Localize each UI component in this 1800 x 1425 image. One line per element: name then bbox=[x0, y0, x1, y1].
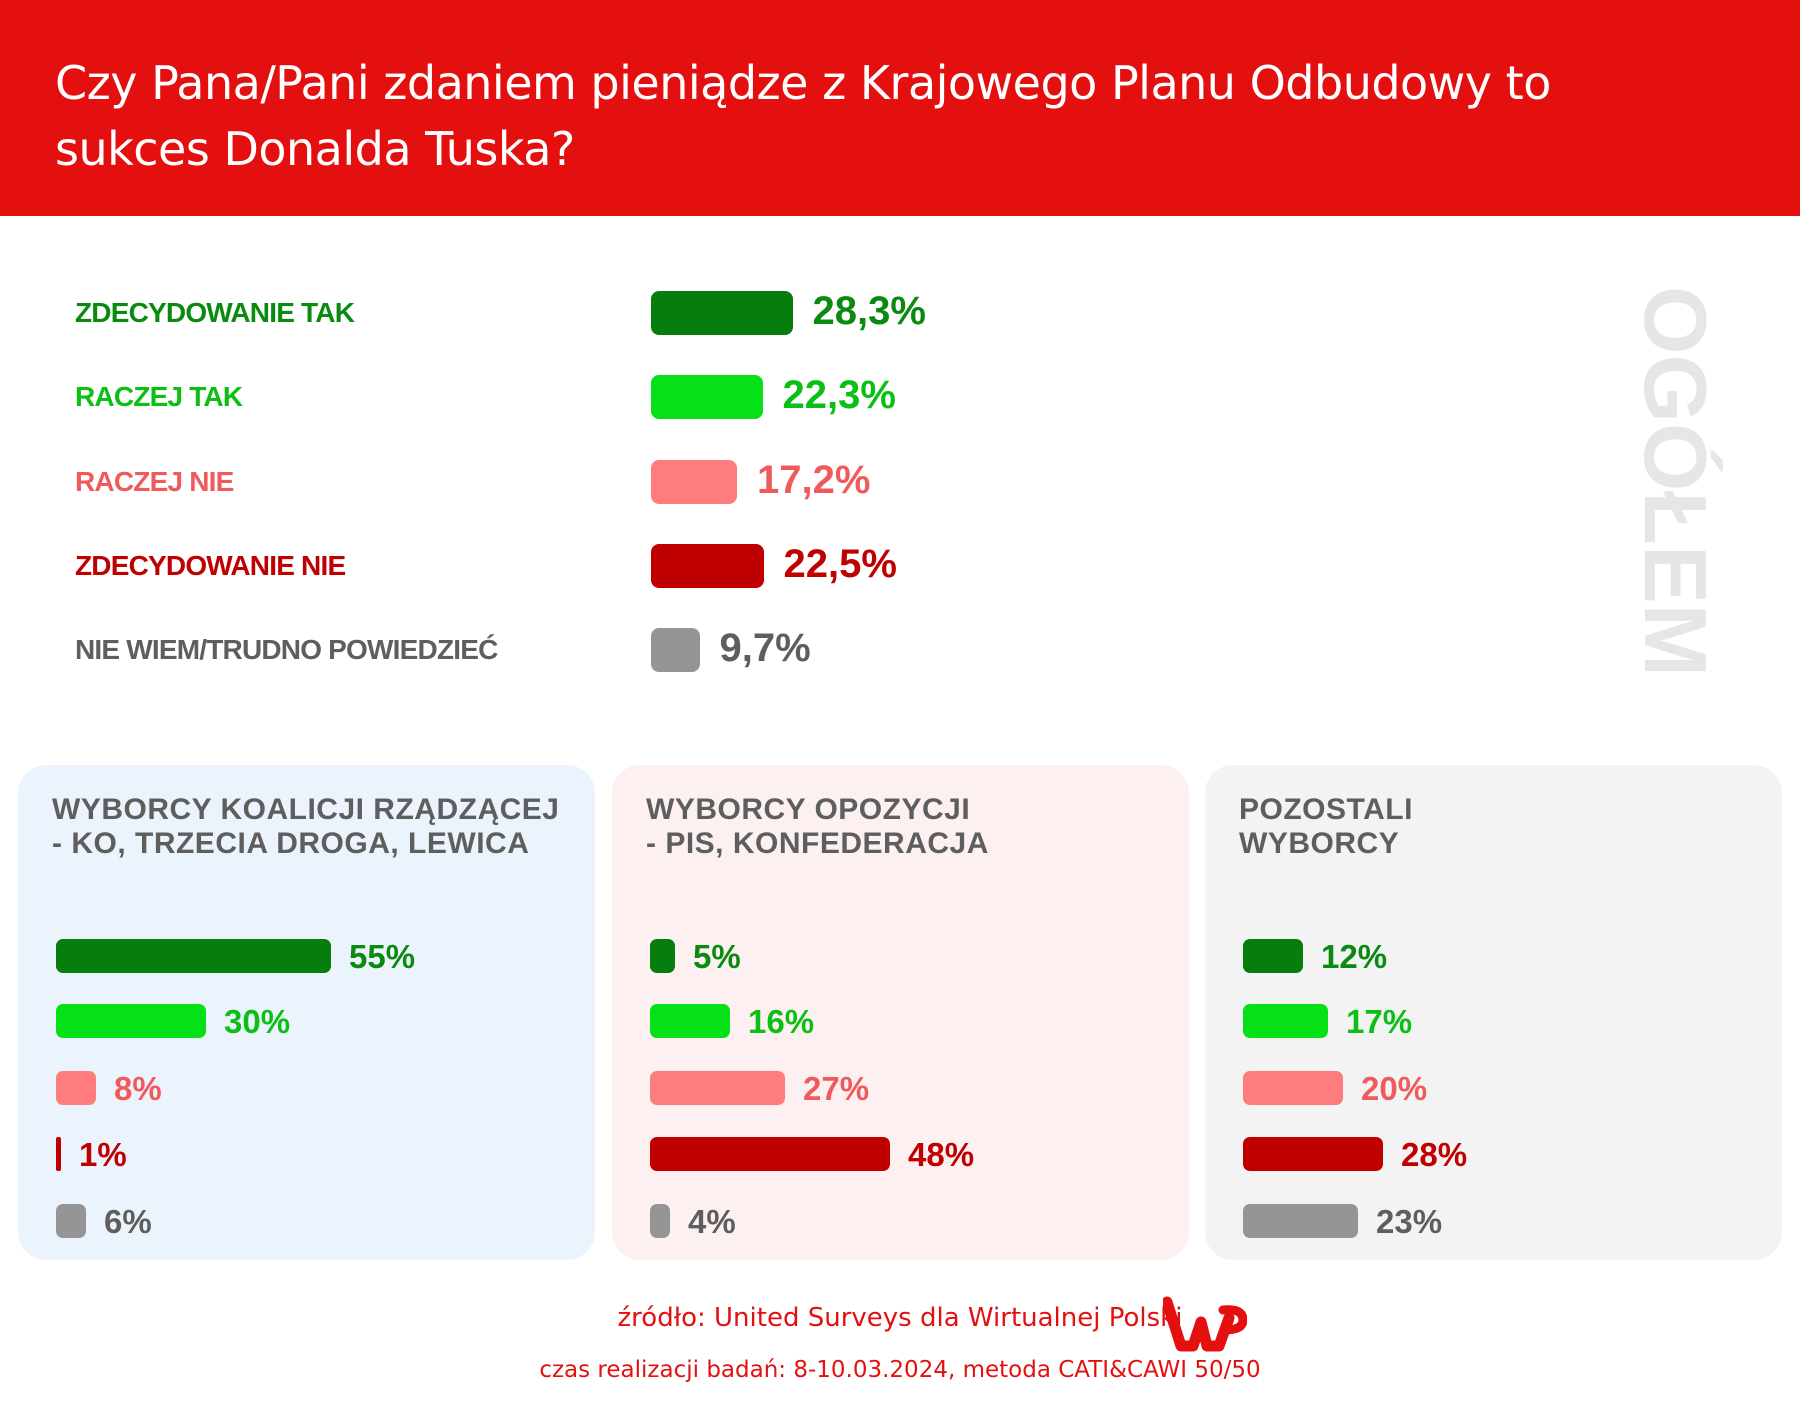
panel-bar bbox=[56, 1204, 86, 1238]
panel-bar bbox=[1243, 1071, 1343, 1105]
panel-title-line: WYBORCY bbox=[1239, 827, 1400, 860]
panel-bar bbox=[1243, 939, 1303, 973]
panel-row: 1% bbox=[18, 1134, 595, 1174]
overall-row: NIE WIEM/TRUDNO POWIEDZIEĆ 9,7% bbox=[0, 620, 1400, 680]
panel-value-label: 16% bbox=[748, 1003, 815, 1040]
category-label: RACZEJ NIE bbox=[75, 466, 234, 497]
panel-bar bbox=[650, 1137, 890, 1171]
panel-bar bbox=[1243, 1004, 1328, 1038]
wp-logo bbox=[1163, 1296, 1247, 1352]
overall-bar bbox=[651, 375, 763, 419]
panel-value-label: 6% bbox=[104, 1203, 152, 1240]
overall-row: ZDECYDOWANIE TAK 28,3% bbox=[0, 283, 1400, 343]
source-text: źródło: United Surveys dla Wirtualnej Po… bbox=[617, 1303, 1183, 1333]
overall-bar bbox=[651, 628, 700, 672]
panel-bar bbox=[56, 1071, 96, 1105]
value-label: 22,3% bbox=[782, 373, 896, 417]
panel-value-label: 23% bbox=[1376, 1203, 1443, 1240]
category-label: ZDECYDOWANIE TAK bbox=[75, 297, 355, 328]
category-label: NIE WIEM/TRUDNO POWIEDZIEĆ bbox=[75, 634, 498, 665]
panel-value-label: 27% bbox=[803, 1070, 870, 1107]
value-label: 9,7% bbox=[719, 626, 811, 670]
overall-row: RACZEJ NIE 17,2% bbox=[0, 452, 1400, 512]
value-label: 17,2% bbox=[757, 458, 871, 502]
panel-value-label: 30% bbox=[224, 1003, 291, 1040]
panel-row: 30% bbox=[18, 1001, 595, 1041]
panel-value-label: 20% bbox=[1361, 1070, 1428, 1107]
panel-title-line: - PIS, KONFEDERACJA bbox=[646, 827, 989, 860]
panel-bar bbox=[650, 1204, 670, 1238]
panel-row: 4% bbox=[612, 1201, 1189, 1241]
panel-bar bbox=[650, 939, 675, 973]
panel-bar bbox=[56, 1137, 61, 1171]
panel-value-label: 8% bbox=[114, 1070, 162, 1107]
chart-title: Czy Pana/Pani zdaniem pieniądze z Krajow… bbox=[55, 56, 1551, 176]
panel-title-line: POZOSTALI bbox=[1239, 793, 1413, 826]
panel-value-label: 4% bbox=[688, 1203, 736, 1240]
panel-title: WYBORCY KOALICJI RZĄDZĄCEJ - KO, TRZECIA … bbox=[52, 793, 559, 861]
panel-value-label: 5% bbox=[693, 938, 741, 975]
panel-value-label: 17% bbox=[1346, 1003, 1413, 1040]
overall-row: RACZEJ TAK 22,3% bbox=[0, 367, 1400, 427]
panel-title-line: - KO, TRZECIA DROGA, LEWICA bbox=[52, 827, 530, 860]
panel-row: 6% bbox=[18, 1201, 595, 1241]
panel-value-label: 1% bbox=[79, 1136, 127, 1173]
panel-bar bbox=[1243, 1137, 1383, 1171]
panel-row: 12% bbox=[1205, 936, 1782, 976]
segment-panel: POZOSTALI WYBORCY 12% 17% 20% 28% 23% bbox=[1205, 765, 1782, 1260]
header-banner: Czy Pana/Pani zdaniem pieniądze z Krajow… bbox=[0, 0, 1800, 216]
overall-row: ZDECYDOWANIE NIE 22,5% bbox=[0, 536, 1400, 596]
panel-title: WYBORCY OPOZYCJI - PIS, KONFEDERACJA bbox=[646, 793, 989, 861]
segment-panel: WYBORCY OPOZYCJI - PIS, KONFEDERACJA 5% 16%… bbox=[612, 765, 1189, 1260]
overall-bar bbox=[651, 291, 793, 335]
panel-row: 8% bbox=[18, 1068, 595, 1108]
panel-row: 48% bbox=[612, 1134, 1189, 1174]
overall-side-label: OGÓŁEM bbox=[1626, 286, 1725, 678]
category-label: ZDECYDOWANIE NIE bbox=[75, 550, 346, 581]
category-label: RACZEJ TAK bbox=[75, 381, 243, 412]
panel-value-label: 12% bbox=[1321, 938, 1388, 975]
panel-row: 20% bbox=[1205, 1068, 1782, 1108]
panel-value-label: 55% bbox=[349, 938, 416, 975]
panel-value-label: 48% bbox=[908, 1136, 975, 1173]
panel-row: 17% bbox=[1205, 1001, 1782, 1041]
panel-bar bbox=[650, 1004, 730, 1038]
panel-row: 5% bbox=[612, 936, 1189, 976]
panel-title-line: WYBORCY KOALICJI RZĄDZĄCEJ bbox=[52, 793, 560, 826]
panel-bar bbox=[56, 1004, 206, 1038]
panel-bar bbox=[1243, 1204, 1358, 1238]
method-text: czas realizacji badań: 8-10.03.2024, met… bbox=[539, 1357, 1261, 1383]
value-label: 28,3% bbox=[812, 289, 926, 333]
panel-value-label: 28% bbox=[1401, 1136, 1468, 1173]
panel-title-line: WYBORCY OPOZYCJI bbox=[646, 793, 971, 826]
panel-bar bbox=[56, 939, 331, 973]
panel-row: 28% bbox=[1205, 1134, 1782, 1174]
overall-bar bbox=[651, 460, 737, 504]
panel-row: 55% bbox=[18, 936, 595, 976]
panel-row: 23% bbox=[1205, 1201, 1782, 1241]
overall-bar bbox=[651, 544, 764, 588]
panel-bar bbox=[650, 1071, 785, 1105]
panel-title: POZOSTALI WYBORCY bbox=[1239, 793, 1413, 861]
panel-row: 16% bbox=[612, 1001, 1189, 1041]
panel-row: 27% bbox=[612, 1068, 1189, 1108]
segment-panel: WYBORCY KOALICJI RZĄDZĄCEJ - KO, TRZECIA … bbox=[18, 765, 595, 1260]
value-label: 22,5% bbox=[783, 542, 897, 586]
